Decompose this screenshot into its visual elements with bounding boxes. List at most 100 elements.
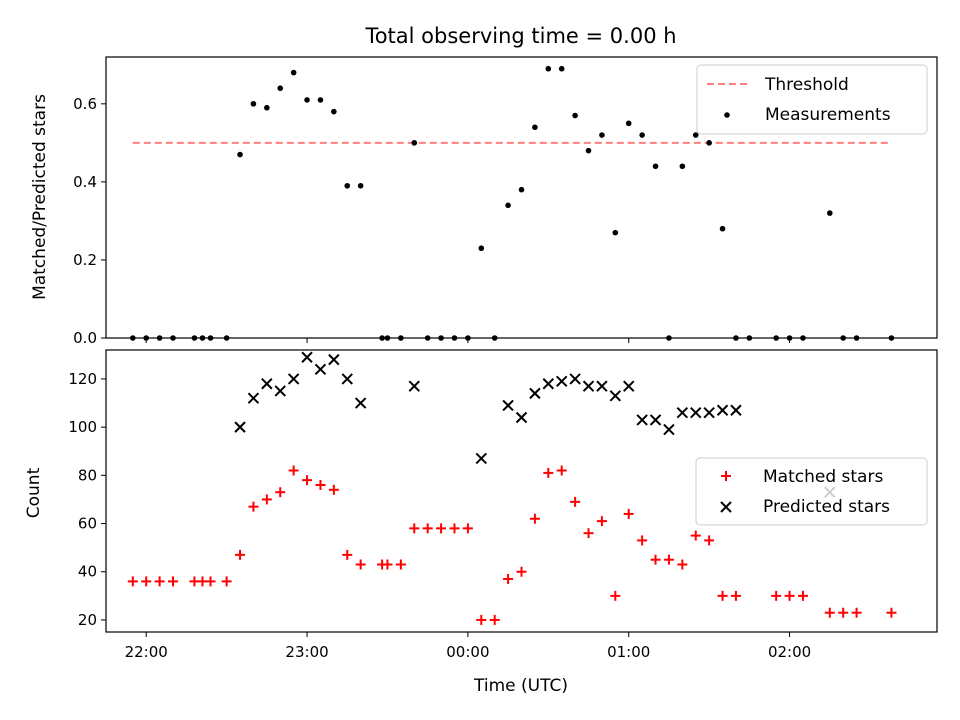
- predicted-star-marker-b: [542, 378, 555, 390]
- predicted-star-marker: [716, 404, 729, 416]
- predicted-star-marker-b: [247, 392, 260, 404]
- predicted-star-marker: [247, 392, 260, 404]
- measurement-point: [237, 151, 243, 158]
- measurement-point: [331, 108, 337, 115]
- predicted-star-marker-b: [703, 406, 715, 419]
- predicted-star-marker-b: [663, 423, 675, 436]
- predicted-star-marker-b: [556, 375, 568, 388]
- predicted-star-marker: [301, 351, 313, 363]
- predicted-star-marker: [515, 411, 528, 424]
- matched-star-marker: [771, 590, 782, 601]
- measurement-point: [532, 124, 538, 131]
- bottom-y-tick-label: 20: [78, 611, 97, 629]
- matched-star-marker: [302, 475, 313, 486]
- measurement-point: [478, 245, 485, 252]
- measurement-point: [558, 65, 565, 72]
- matched-star-marker: [583, 528, 594, 539]
- matched-star-marker: [315, 479, 326, 490]
- measurement-point: [612, 229, 619, 236]
- top-panel: Total observing time = 0.00 h Matched/Pr…: [30, 24, 938, 347]
- matched-star-marker: [690, 530, 701, 541]
- top-y-tick-label: 0.2: [73, 251, 97, 269]
- bottom-axes-frame: [105, 349, 938, 633]
- measurement-point: [639, 132, 645, 138]
- measurement-point: [277, 85, 284, 92]
- predicted-star-marker: [623, 380, 635, 392]
- matched-star-marker: [395, 559, 406, 570]
- predicted-star-marker: [287, 373, 300, 385]
- measurement-point: [250, 101, 257, 107]
- matched-star-marker: [476, 614, 487, 625]
- predicted-star-marker-b: [690, 406, 702, 419]
- bottom-x-axis-label: Time (UTC): [473, 676, 568, 696]
- predicted-star-marker: [234, 421, 246, 433]
- predicted-star-marker: [730, 404, 742, 416]
- predicted-star-marker-b: [716, 404, 729, 416]
- bottom-y-tick-label: 100: [68, 418, 97, 436]
- matched-star-marker: [422, 523, 433, 534]
- predicted-star-marker: [529, 387, 541, 400]
- predicted-stars-markers: [234, 351, 836, 498]
- matched-star-marker: [261, 494, 272, 505]
- measurement-point: [692, 132, 699, 138]
- top-y-tick-label: 0.4: [73, 173, 97, 191]
- matched-star-marker: [462, 523, 473, 534]
- matched-star-marker: [489, 614, 500, 625]
- predicted-star-marker-b: [234, 421, 246, 433]
- top-y-tick-label: 0.6: [73, 95, 97, 113]
- predicted-star-marker-b: [515, 411, 528, 424]
- top-y-tick-label: 0.0: [73, 329, 97, 347]
- matched-star-marker: [235, 549, 246, 560]
- predicted-star-marker: [636, 414, 648, 426]
- predicted-star-marker-b: [287, 373, 300, 385]
- measurement-point: [264, 104, 270, 111]
- matched-star-marker: [650, 554, 661, 565]
- bottom-panel: Count Time (UTC) 20 40 60 80 100 120 22:00 23:…: [24, 349, 938, 696]
- measurement-point: [719, 225, 726, 232]
- predicted-star-marker-b: [730, 404, 742, 416]
- legend-predicted-label: Predicted stars: [763, 497, 890, 517]
- matched-star-marker: [663, 554, 674, 565]
- matched-star-marker: [838, 607, 849, 618]
- predicted-star-marker-b: [676, 406, 689, 419]
- matched-star-marker: [704, 535, 715, 546]
- matched-stars-markers: [127, 465, 897, 625]
- predicted-star-marker-b: [649, 414, 662, 426]
- predicted-star-marker: [261, 378, 273, 390]
- bottom-y-tick-label: 120: [68, 370, 97, 388]
- matched-star-marker: [886, 607, 897, 618]
- matched-star-marker: [127, 576, 138, 587]
- predicted-star-marker-b: [609, 390, 622, 402]
- measurement-point: [706, 140, 712, 146]
- matched-star-marker: [436, 523, 447, 534]
- predicted-star-marker: [314, 363, 327, 375]
- predicted-star-marker-b: [328, 353, 340, 366]
- matched-star-marker: [382, 559, 393, 570]
- predicted-star-marker: [676, 406, 689, 419]
- legend-predicted-cross: [720, 501, 732, 513]
- measurement-point: [357, 182, 364, 189]
- measurement-point: [411, 140, 418, 146]
- matched-star-marker: [570, 496, 581, 507]
- predicted-star-marker: [690, 406, 702, 419]
- matched-star-marker: [596, 516, 607, 527]
- predicted-star-marker: [703, 406, 715, 419]
- measurement-point: [505, 202, 511, 209]
- predicted-star-marker: [328, 353, 340, 366]
- matched-star-marker: [784, 590, 795, 601]
- predicted-star-marker: [609, 390, 622, 402]
- predicted-star-marker: [408, 380, 420, 392]
- measurement-point: [652, 163, 659, 170]
- matched-star-marker: [168, 576, 179, 587]
- matched-star-marker: [409, 523, 420, 534]
- predicted-star-marker: [274, 385, 286, 397]
- predicted-star-marker-b: [582, 380, 595, 392]
- measurement-point: [304, 97, 310, 103]
- predicted-star-marker-b: [475, 452, 487, 465]
- matched-star-marker: [275, 487, 286, 498]
- matched-star-marker: [637, 535, 648, 546]
- top-axes-frame: [105, 56, 938, 339]
- top-y-ticks: 0.0 0.2 0.4 0.6: [73, 95, 106, 347]
- matched-star-marker: [355, 559, 366, 570]
- bottom-x-tick-label: 00:00: [446, 643, 489, 661]
